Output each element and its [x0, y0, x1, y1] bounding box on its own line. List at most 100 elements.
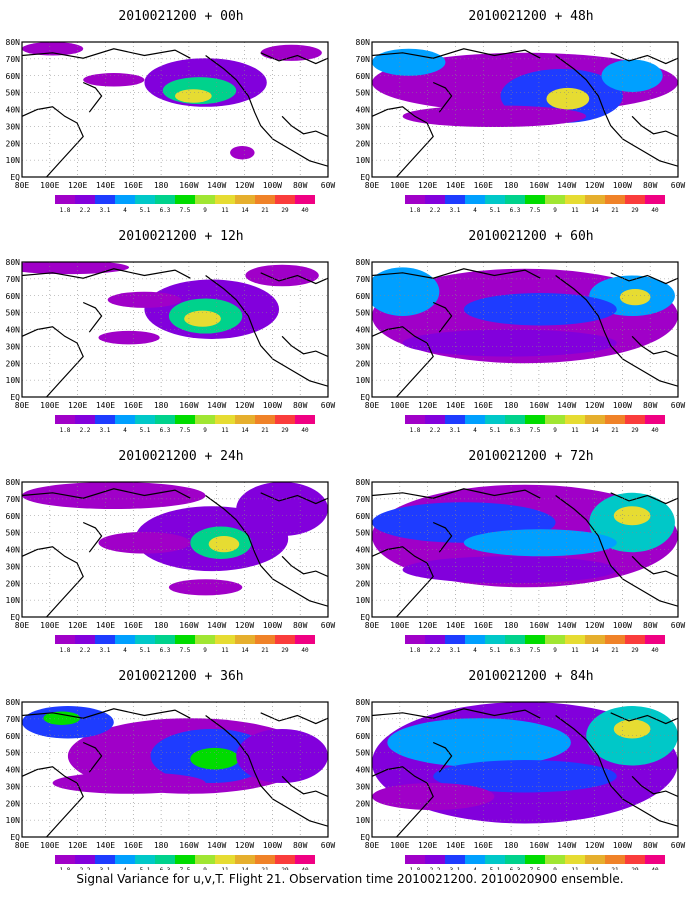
variance-contour [83, 73, 145, 87]
lat-tick-label: 30N [6, 122, 21, 131]
colorbar-swatch [115, 195, 135, 204]
colorbar: 1.8 2.2 3.1 4 5.1 6.3 7.5 9 11 14 21 29 40 [405, 635, 665, 654]
lat-tick-label: 50N [356, 309, 371, 318]
colorbar-label: 40 [301, 647, 309, 654]
lon-tick-label: 160W [529, 181, 548, 190]
colorbar-label: 14 [241, 427, 249, 434]
variance-contour [372, 267, 440, 316]
variance-contour [260, 44, 322, 61]
lat-tick-label: 20N [356, 579, 371, 588]
colorbar-label: 2.2 [430, 867, 441, 870]
lon-tick-label: 180 [504, 841, 519, 850]
colorbar-swatch [525, 415, 545, 424]
lon-tick-label: 100E [40, 621, 59, 630]
lon-tick-label: 80W [643, 621, 658, 630]
lat-tick-label: 20N [356, 359, 371, 368]
colorbar-label: 14 [591, 427, 599, 434]
colorbar-label: 1.8 [410, 207, 421, 214]
map-frame [21, 261, 329, 398]
coastline [372, 48, 541, 59]
colorbar-swatch [425, 195, 445, 204]
lat-tick-label: 30N [356, 342, 371, 351]
lon-tick-label: 80E [365, 621, 380, 630]
signal-variance-field [22, 482, 328, 617]
colorbar-label: 1.8 [410, 647, 421, 654]
panel-title: 2010021200 + 72h [468, 449, 593, 464]
lon-tick-label: 140E [446, 621, 465, 630]
lat-tick-label: EQ [360, 393, 370, 402]
coastline [205, 55, 328, 167]
colorbar-label: 1.8 [60, 647, 71, 654]
coastline [22, 326, 84, 397]
lon-tick-label: 120W [585, 401, 604, 410]
colorbar-swatch [465, 635, 485, 644]
variance-contour [190, 747, 240, 770]
lon-tick-label: 100W [613, 621, 632, 630]
coastline [610, 712, 678, 725]
colorbar-swatch [95, 855, 115, 864]
colorbar-swatch [645, 195, 665, 204]
lat-tick-label: 10N [356, 376, 371, 385]
lon-tick-label: 80E [365, 181, 380, 190]
colorbar-swatch [445, 195, 465, 204]
colorbar-label: 6.3 [510, 647, 521, 654]
colorbar-swatch [75, 855, 95, 864]
coastline [22, 766, 84, 837]
colorbar-label: 14 [241, 647, 249, 654]
colorbar-label: 1.8 [60, 867, 71, 870]
colorbar-swatch [525, 855, 545, 864]
colorbar-label: 21 [261, 207, 269, 214]
lat-tick-label: 50N [356, 749, 371, 758]
colorbar-swatch [95, 415, 115, 424]
colorbar-label: 29 [631, 427, 639, 434]
colorbar-label: 7.5 [530, 647, 541, 654]
lon-tick-label: 120E [418, 621, 437, 630]
map-panel-12h: 2010021200 + 12h 80N 70N 60N 50N 40N 30N 20N 10N… [6, 229, 336, 434]
figure-caption: Signal Variance for u,v,T. Flight 21. Ob… [76, 872, 624, 886]
lat-tick-label: 70N [6, 275, 21, 284]
lat-tick-label: 60N [356, 512, 371, 521]
lon-tick-label: 100W [613, 181, 632, 190]
lat-tick-label: 50N [6, 529, 21, 538]
lon-tick-label: 60W [671, 181, 686, 190]
lat-tick-label: 30N [356, 562, 371, 571]
colorbar-label: 29 [281, 207, 289, 214]
colorbar-label: 6.3 [160, 647, 171, 654]
colorbar-swatch [235, 415, 255, 424]
colorbar-label: 1.8 [60, 207, 71, 214]
colorbar-label: 2.2 [80, 207, 91, 214]
lon-tick-label: 180 [154, 401, 169, 410]
colorbar-swatch [605, 855, 625, 864]
colorbar-label: 40 [651, 427, 659, 434]
lon-tick-label: 80E [15, 841, 30, 850]
colorbar-label: 14 [241, 867, 249, 870]
lon-tick-label: 100W [263, 181, 282, 190]
lat-tick-label: 30N [356, 782, 371, 791]
colorbar-label: 7.5 [180, 647, 191, 654]
coastline [631, 775, 678, 798]
map-panel-00h: 2010021200 + 00h 80N 70N 60N 50N 40N 30N 20N 10N… [6, 9, 336, 214]
lon-tick-label: 140W [207, 841, 226, 850]
colorbar-label: 5.1 [490, 427, 501, 434]
lon-tick-label: 120E [418, 181, 437, 190]
lon-tick-label: 60W [321, 841, 336, 850]
coastline [281, 555, 328, 578]
colorbar-label: 14 [591, 867, 599, 870]
lon-tick-label: 180 [504, 401, 519, 410]
coastline [372, 326, 434, 397]
coastline [82, 521, 103, 553]
colorbar-label: 4 [473, 647, 477, 654]
lat-tick-label: EQ [10, 173, 20, 182]
coastline [82, 741, 103, 773]
lat-tick-label: 60N [356, 732, 371, 741]
colorbar-label: 7.5 [530, 207, 541, 214]
colorbar-swatch [605, 195, 625, 204]
colorbar-swatch [195, 635, 215, 644]
colorbar-label: 7.5 [530, 867, 541, 870]
lon-tick-label: 60W [321, 621, 336, 630]
colorbar-swatch [295, 635, 315, 644]
lat-tick-label: 80N [356, 38, 371, 47]
lon-tick-label: 140E [446, 841, 465, 850]
colorbar-swatch [405, 635, 425, 644]
variance-contour [402, 329, 617, 357]
